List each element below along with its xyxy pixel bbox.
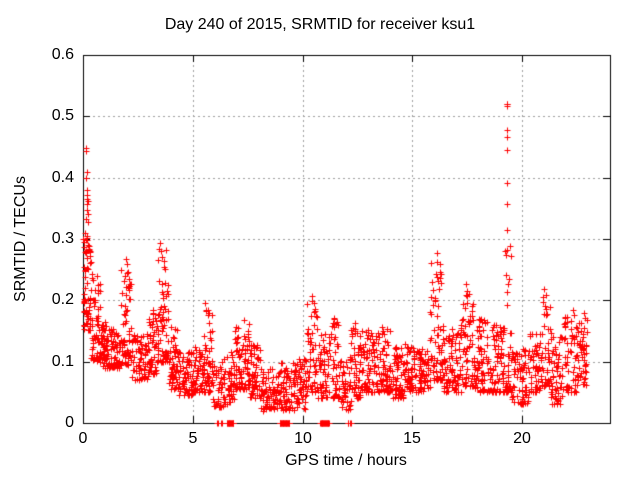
y-tick-label: 0.4 xyxy=(51,169,74,186)
y-tick-label: 0 xyxy=(65,414,74,431)
y-tick-label: 0.5 xyxy=(51,107,74,124)
y-tick-label: 0.3 xyxy=(51,230,74,247)
y-axis-label: SRMTID / TECUs xyxy=(12,176,29,302)
y-tick-label: 0.2 xyxy=(51,291,74,308)
x-tick-label: 10 xyxy=(294,430,312,447)
chart-title: Day 240 of 2015, SRMTID for receiver ksu… xyxy=(164,16,476,33)
y-tick-label: 0.6 xyxy=(51,46,74,63)
x-tick-label: 15 xyxy=(403,430,421,447)
x-axis-label: GPS time / hours xyxy=(285,452,407,469)
x-tick-label: 0 xyxy=(78,430,88,447)
x-tick-label: 5 xyxy=(188,430,198,447)
x-tick-label: 20 xyxy=(513,430,531,447)
y-tick-label: 0.1 xyxy=(51,353,74,370)
